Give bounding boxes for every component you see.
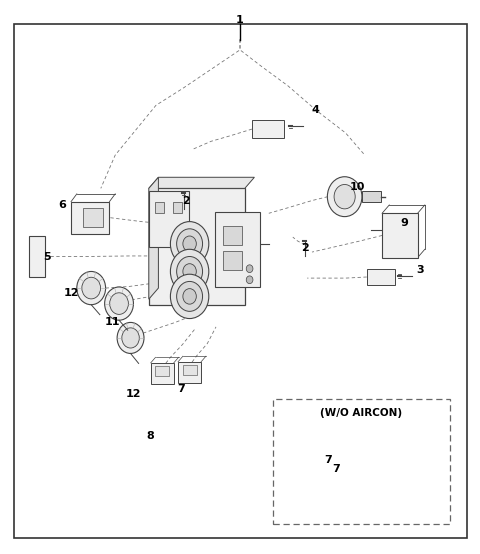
Text: 2: 2	[301, 243, 309, 253]
Circle shape	[105, 287, 133, 320]
Bar	[29, 236, 45, 277]
Bar	[149, 188, 245, 305]
Text: (W/O AIRCON): (W/O AIRCON)	[320, 408, 402, 418]
Circle shape	[183, 289, 196, 304]
Circle shape	[170, 222, 209, 266]
Circle shape	[246, 276, 253, 284]
Text: 9: 9	[401, 218, 408, 228]
Bar	[382, 213, 418, 258]
Circle shape	[177, 281, 203, 311]
Text: 7: 7	[324, 455, 332, 465]
Polygon shape	[149, 177, 254, 188]
Circle shape	[77, 271, 106, 305]
Text: 12: 12	[63, 288, 79, 297]
Circle shape	[183, 264, 196, 279]
Bar	[317, 480, 339, 500]
Text: 2: 2	[182, 196, 190, 206]
Text: 8: 8	[146, 431, 154, 441]
Bar	[273, 399, 450, 524]
Text: 10: 10	[350, 182, 365, 192]
Circle shape	[122, 328, 139, 348]
Circle shape	[170, 249, 209, 294]
Circle shape	[177, 257, 203, 286]
Bar	[215, 212, 260, 287]
Bar	[322, 483, 335, 493]
Bar	[149, 191, 190, 247]
Circle shape	[82, 277, 101, 299]
Circle shape	[177, 229, 203, 259]
Circle shape	[246, 265, 253, 273]
Bar	[155, 202, 164, 213]
Bar	[252, 120, 284, 138]
Circle shape	[109, 293, 128, 314]
Text: 7: 7	[332, 464, 340, 474]
Text: 12: 12	[126, 389, 141, 399]
Bar	[223, 250, 242, 270]
Text: 4: 4	[312, 105, 320, 115]
Bar	[151, 363, 174, 384]
Polygon shape	[149, 177, 158, 299]
Text: 5: 5	[43, 252, 50, 261]
Bar	[173, 202, 182, 213]
Bar	[367, 269, 395, 285]
Bar	[178, 362, 201, 383]
Circle shape	[117, 322, 144, 353]
Text: 11: 11	[105, 317, 120, 327]
Circle shape	[170, 274, 209, 319]
Text: 6: 6	[59, 200, 66, 210]
Bar	[183, 365, 196, 376]
Circle shape	[327, 177, 362, 217]
Circle shape	[183, 236, 196, 252]
Bar	[83, 208, 103, 227]
Text: 7: 7	[177, 384, 185, 394]
Text: 3: 3	[416, 265, 424, 275]
Bar	[156, 366, 169, 377]
Circle shape	[334, 184, 355, 209]
Bar	[362, 191, 381, 202]
Text: 1: 1	[236, 16, 244, 25]
Bar	[71, 202, 109, 234]
Bar	[223, 225, 242, 245]
